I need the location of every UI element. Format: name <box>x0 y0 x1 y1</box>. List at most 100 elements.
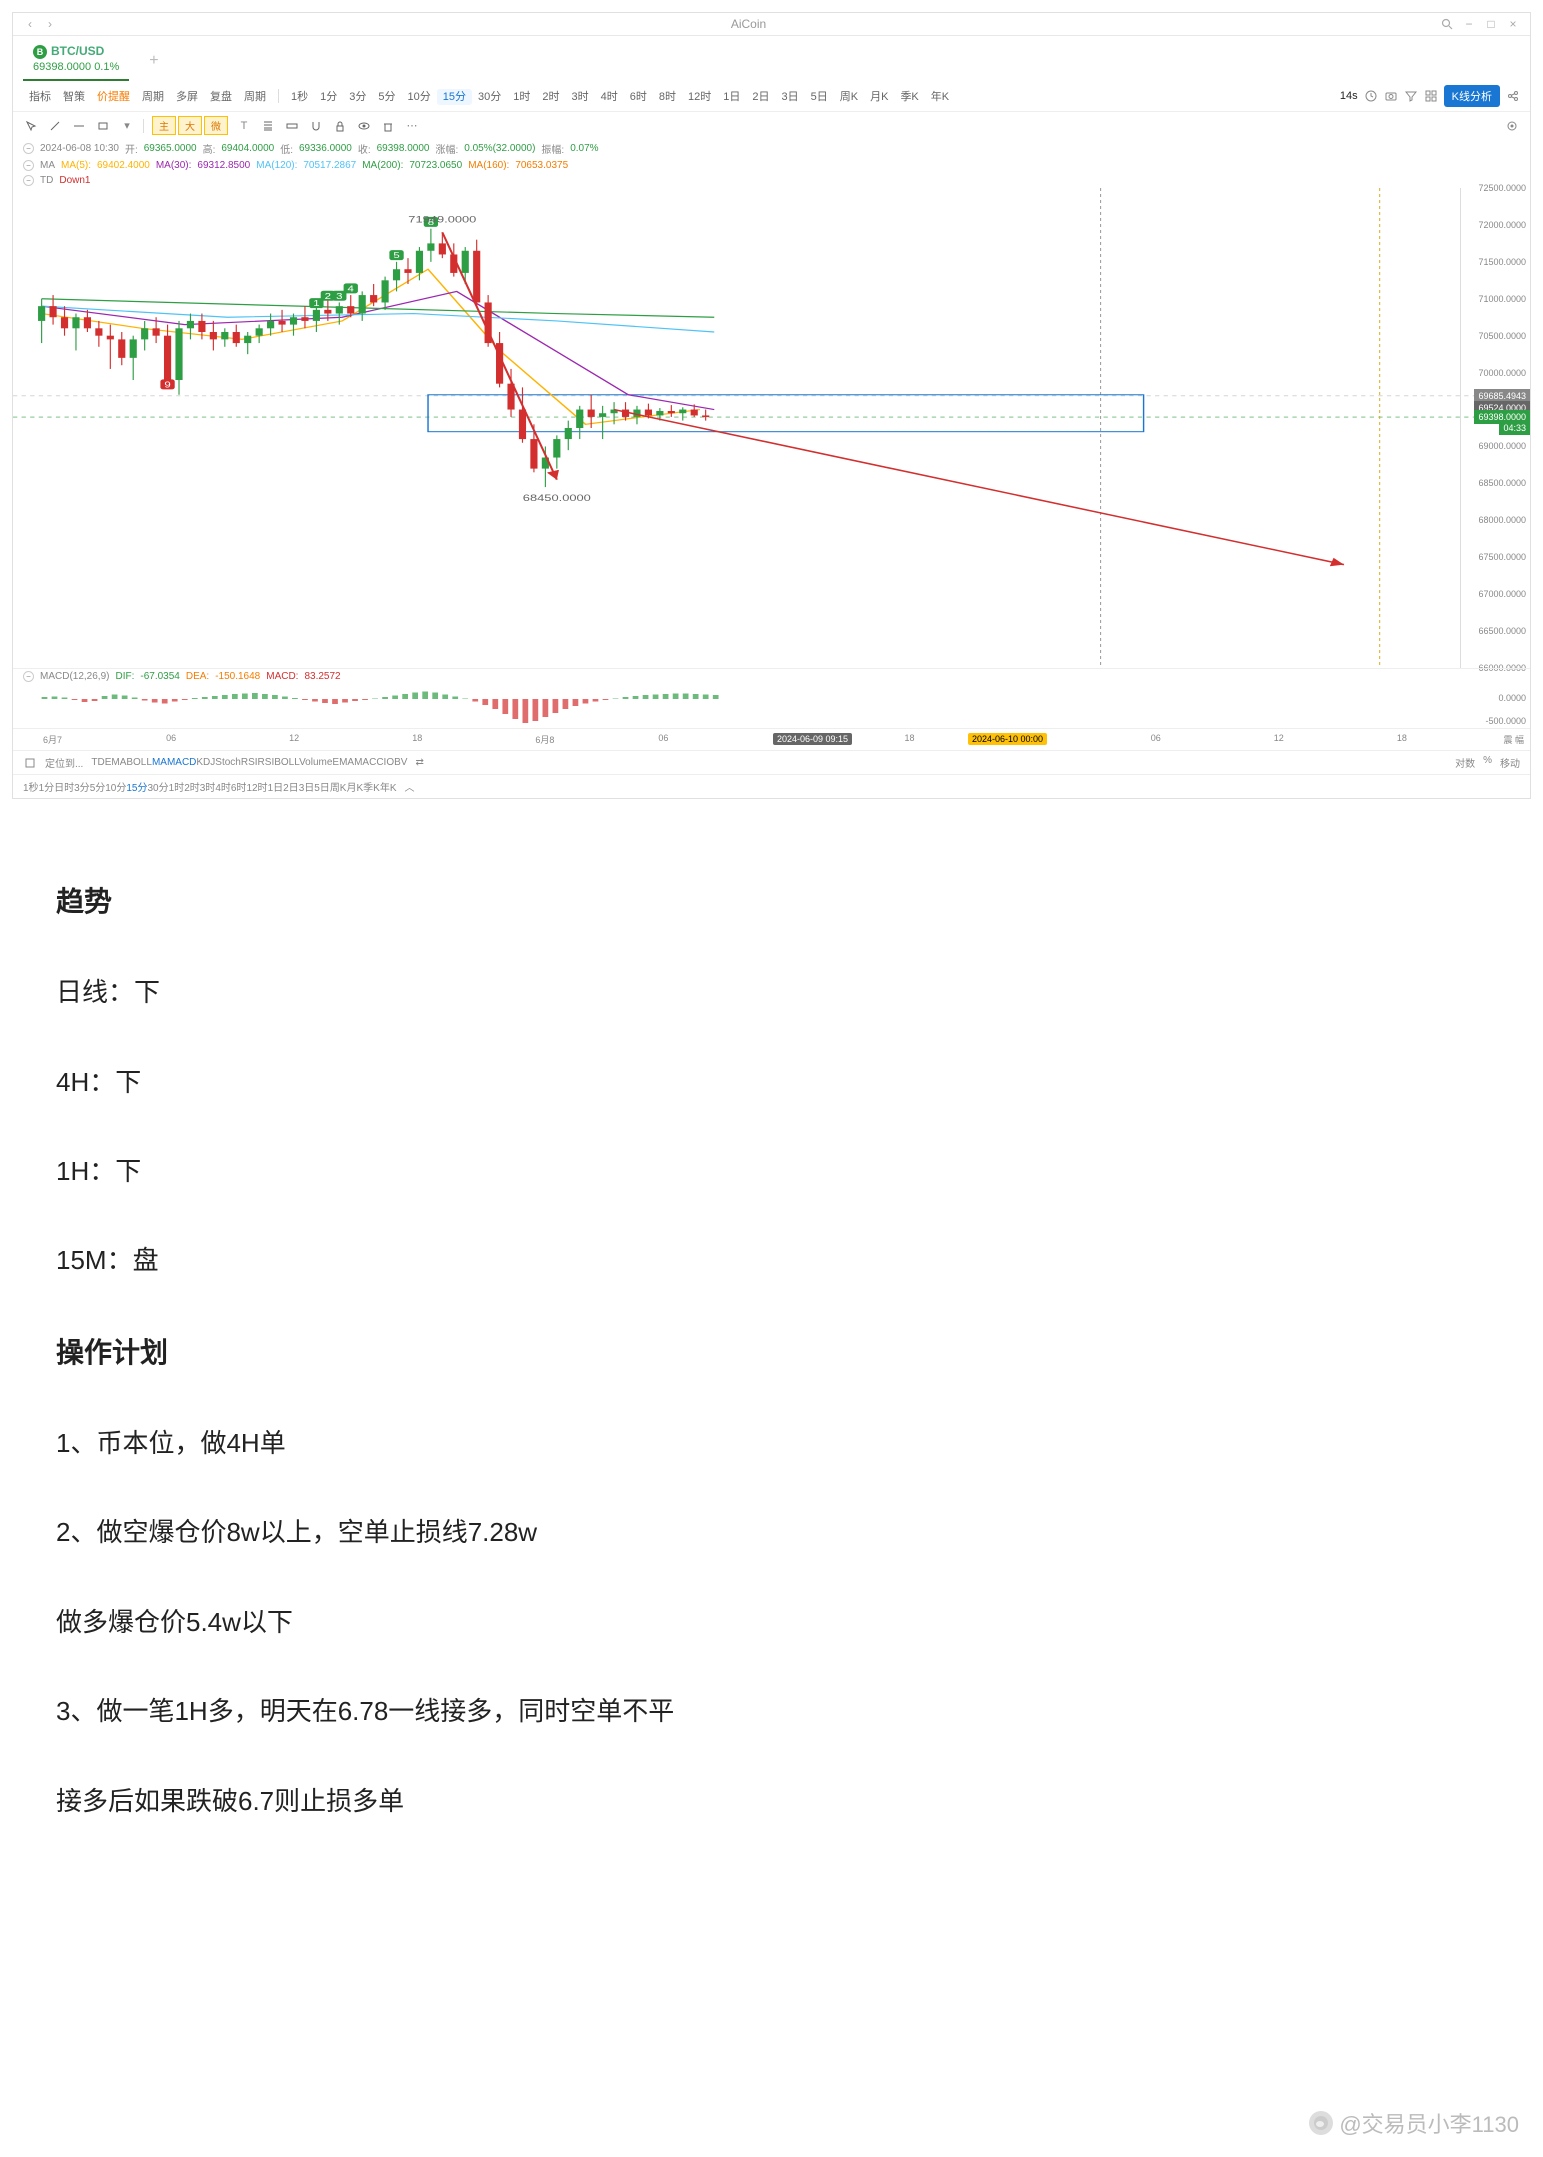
search-icon[interactable] <box>1440 17 1454 31</box>
timeframe-bottom-button[interactable]: 日时 <box>54 783 74 794</box>
settings-icon[interactable] <box>1504 118 1520 134</box>
timeframe-bottom-button[interactable]: 1时 <box>169 783 185 794</box>
toolbar-item[interactable]: 指标 <box>23 89 57 105</box>
timeframe-bottom-button[interactable]: 4时 <box>215 783 231 794</box>
timeframe-bottom-button[interactable]: 周K <box>330 783 347 794</box>
toolbar-item[interactable]: 价提醒 <box>91 89 136 105</box>
hline-icon[interactable] <box>71 118 87 134</box>
timeframe-bottom-button[interactable]: 12时 <box>246 783 267 794</box>
tf-collapse-icon[interactable]: ︿ <box>405 779 415 794</box>
zoom-big-button[interactable]: 大 <box>178 116 202 135</box>
toolbar-item[interactable]: 复盘 <box>204 89 238 105</box>
indicator-toggle[interactable]: MA <box>152 757 167 768</box>
toolbar-item[interactable]: 周期 <box>238 89 272 105</box>
indicator-toggle[interactable]: Volume <box>299 757 332 768</box>
timeframe-bottom-button[interactable]: 6时 <box>231 783 247 794</box>
timeframe-button[interactable]: 3日 <box>776 89 805 105</box>
indicator-toggle[interactable]: BOLL <box>274 757 299 768</box>
share-icon[interactable] <box>1506 89 1520 103</box>
timeframe-bottom-button[interactable]: 5分 <box>90 783 106 794</box>
eye-icon[interactable] <box>356 118 372 134</box>
timeframe-button[interactable]: 1时 <box>507 89 536 105</box>
toolbar-item[interactable]: 多屏 <box>170 89 204 105</box>
timeframe-button[interactable]: 6时 <box>624 89 653 105</box>
zoom-micro-button[interactable]: 微 <box>204 116 228 135</box>
timeframe-button[interactable]: 10分 <box>402 89 437 105</box>
timeframe-bottom-button[interactable]: 15分 <box>126 783 147 794</box>
indicator-toggle[interactable]: MA <box>354 757 369 768</box>
indicator-toggle[interactable]: KDJ <box>196 757 215 768</box>
timeframe-button[interactable]: 季K <box>894 89 924 105</box>
timeframe-button[interactable]: 30分 <box>472 89 507 105</box>
ma-toggle-icon[interactable]: − <box>23 160 34 171</box>
maximize-icon[interactable]: □ <box>1484 17 1498 31</box>
timeframe-button[interactable]: 4时 <box>595 89 624 105</box>
filter-icon[interactable] <box>1404 89 1418 103</box>
timeframe-bottom-button[interactable]: 30分 <box>148 783 169 794</box>
timeframe-bottom-button[interactable]: 2时 <box>184 783 200 794</box>
fib-icon[interactable] <box>260 118 276 134</box>
indicator-toggle[interactable]: EMA <box>105 757 127 768</box>
indicator-toggle[interactable]: MACD <box>167 757 196 768</box>
indicator-toggle[interactable]: OBV <box>386 757 407 768</box>
add-tab-button[interactable]: + <box>141 48 166 74</box>
locate-button[interactable]: 定位到... <box>45 755 83 770</box>
locate-icon[interactable] <box>23 756 37 770</box>
info-toggle-icon[interactable]: − <box>23 143 34 154</box>
ruler-icon[interactable] <box>284 118 300 134</box>
indicator-toggle[interactable]: EMA <box>332 757 354 768</box>
text-icon[interactable]: T <box>236 118 252 134</box>
cursor-icon[interactable] <box>23 118 39 134</box>
indicator-toggle[interactable]: RSI <box>258 757 275 768</box>
macd-toggle-icon[interactable]: − <box>23 671 34 682</box>
trash-icon[interactable] <box>380 118 396 134</box>
alert-icon[interactable] <box>1364 89 1378 103</box>
price-chart[interactable]: 912345871949.000068450.0000 72500.000072… <box>13 188 1530 668</box>
timeframe-bottom-button[interactable]: 年K <box>380 783 397 794</box>
timeframe-bottom-button[interactable]: 季K <box>363 783 380 794</box>
timeframe-button[interactable]: 1分 <box>314 89 343 105</box>
zoom-main-button[interactable]: 主 <box>152 116 176 135</box>
timeframe-button[interactable]: 1秒 <box>285 89 314 105</box>
timeframe-button[interactable]: 8时 <box>653 89 682 105</box>
timeframe-bottom-button[interactable]: 2日 <box>283 783 299 794</box>
toolbar-item[interactable]: 智策 <box>57 89 91 105</box>
timeframe-bottom-button[interactable]: 1日 <box>268 783 284 794</box>
indicator-toggle[interactable]: TD <box>91 757 104 768</box>
timeframe-button[interactable]: 3分 <box>343 89 372 105</box>
toolbar-item[interactable]: 周期 <box>136 89 170 105</box>
timeframe-button[interactable]: 5日 <box>805 89 834 105</box>
log-toggle[interactable]: 对数 <box>1455 755 1475 770</box>
timeframe-button[interactable]: 5分 <box>372 89 401 105</box>
symbol-tab-btc[interactable]: BBTC/USD 69398.0000 0.1% <box>23 40 129 81</box>
timeframe-button[interactable]: 年K <box>925 89 955 105</box>
timeframe-button[interactable]: 周K <box>834 89 864 105</box>
indicator-toggle[interactable]: BOLL <box>126 757 152 768</box>
timeframe-bottom-button[interactable]: 月K <box>346 783 363 794</box>
rect-icon[interactable] <box>95 118 111 134</box>
td-toggle-icon[interactable]: − <box>23 175 34 186</box>
chevron-down-icon[interactable]: ▾ <box>119 118 135 134</box>
timeframe-button[interactable]: 12时 <box>682 89 717 105</box>
indicator-toggle[interactable]: CCI <box>369 757 386 768</box>
timeframe-bottom-button[interactable]: 3日 <box>299 783 315 794</box>
timeframe-button[interactable]: 2时 <box>536 89 565 105</box>
indicator-toggle[interactable]: StochRSI <box>215 757 257 768</box>
more-icon[interactable]: ⋯ <box>404 118 420 134</box>
timeframe-button[interactable]: 2日 <box>746 89 775 105</box>
timeframe-button[interactable]: 3时 <box>566 89 595 105</box>
timeframe-button[interactable]: 月K <box>864 89 894 105</box>
lock-icon[interactable] <box>332 118 348 134</box>
camera-icon[interactable] <box>1384 89 1398 103</box>
back-icon[interactable]: ‹ <box>23 17 37 31</box>
grid-icon[interactable] <box>1424 89 1438 103</box>
forward-icon[interactable]: › <box>43 17 57 31</box>
close-icon[interactable]: × <box>1506 17 1520 31</box>
indicator-more-icon[interactable]: ⇄ <box>415 757 423 768</box>
timeframe-bottom-button[interactable]: 1分 <box>39 783 55 794</box>
timeframe-bottom-button[interactable]: 10分 <box>105 783 126 794</box>
macd-panel[interactable]: − MACD(12,26,9) DIF:-67.0354 DEA:-150.16… <box>13 668 1530 728</box>
minimize-icon[interactable]: − <box>1462 17 1476 31</box>
move-toggle[interactable]: 移动 <box>1500 755 1520 770</box>
timeframe-bottom-button[interactable]: 3时 <box>200 783 216 794</box>
